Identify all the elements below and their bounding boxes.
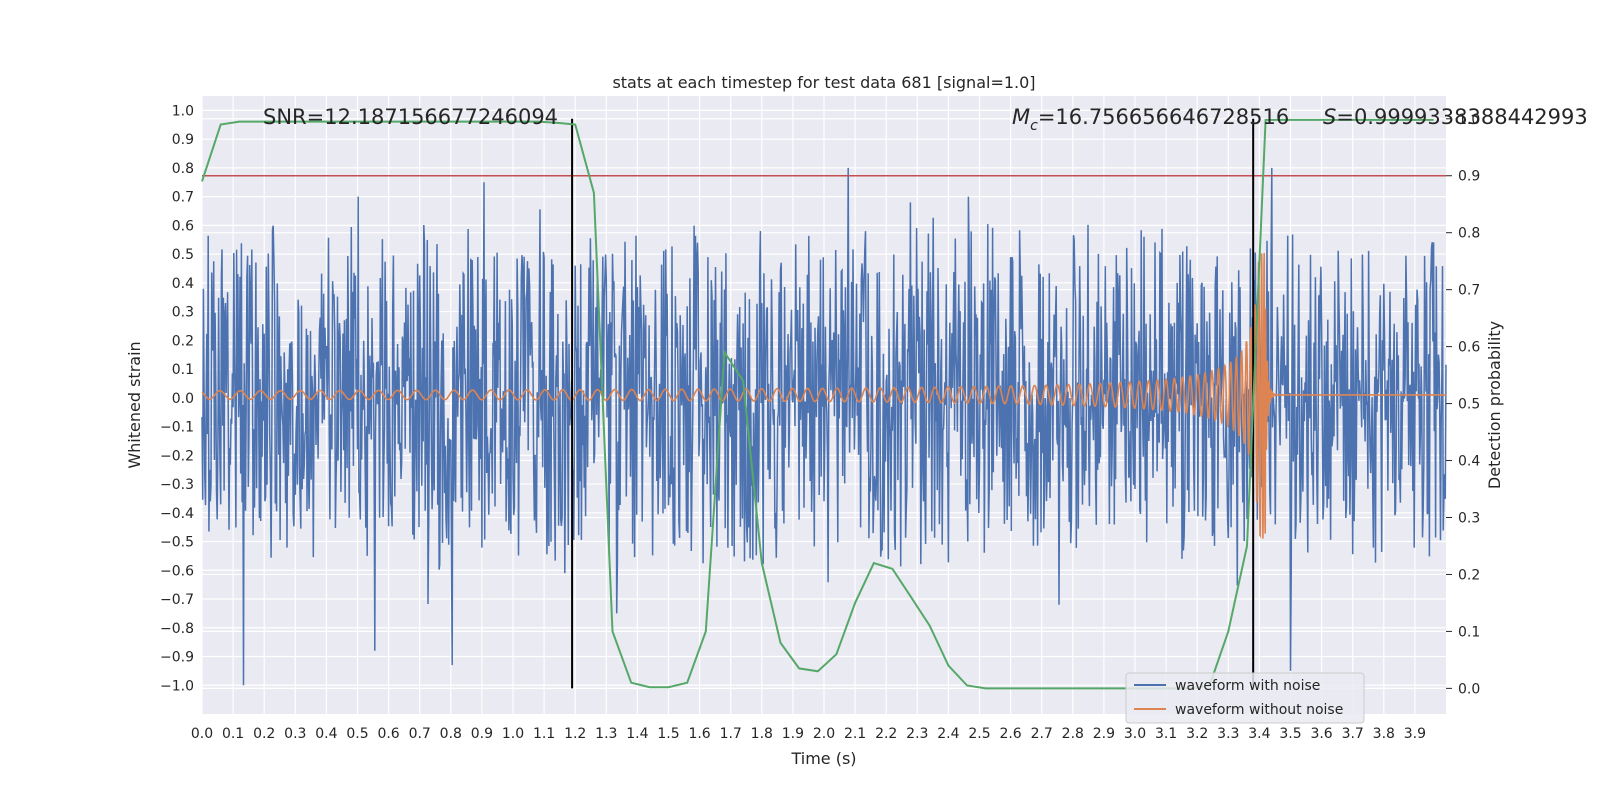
x-tick-label: 3.8	[1373, 726, 1395, 742]
x-tick-label: 3.3	[1217, 726, 1239, 742]
y2-tick-label: 0.6	[1458, 340, 1480, 356]
y-tick-label: 0.4	[172, 276, 194, 292]
y-tick-label: −0.6	[160, 563, 194, 579]
y-tick-label: −0.4	[160, 506, 194, 522]
x-tick-label: 0.6	[377, 726, 399, 742]
x-tick-label: 3.9	[1404, 726, 1426, 742]
x-tick-label: 2.5	[968, 726, 990, 742]
y-tick-label: −0.1	[160, 420, 194, 436]
y2-tick-label: 0.4	[1458, 454, 1480, 470]
legend: waveform with noise waveform without noi…	[1125, 672, 1365, 724]
x-axis-label: Time (s)	[790, 749, 856, 768]
y-tick-label: −0.8	[160, 621, 194, 637]
x-tick-label: 1.4	[626, 726, 648, 742]
x-tick-label: 3.0	[1124, 726, 1146, 742]
chirp-mass-annotation: Mc=16.756656646728516	[1012, 105, 1289, 134]
x-tick-label: 1.9	[782, 726, 804, 742]
x-tick-label: 3.5	[1279, 726, 1301, 742]
x-tick-label: 0.8	[440, 726, 462, 742]
chirp-mass-symbol: M	[1012, 105, 1030, 129]
legend-label-noisy: waveform with noise	[1175, 678, 1320, 694]
x-tick-label: 2.1	[844, 726, 866, 742]
x-tick-label: 1.2	[564, 726, 586, 742]
y-tick-label: −0.7	[160, 592, 194, 608]
x-tick-label: 0.0	[191, 726, 213, 742]
y2-axis-label: Detection probability	[1485, 321, 1504, 489]
x-tick-label: 2.9	[1093, 726, 1115, 742]
x-tick-label: 2.0	[813, 726, 835, 742]
series-line-noisy	[201, 167, 1447, 686]
x-tick-label: 1.7	[720, 726, 742, 742]
y-tick-label: −1.0	[160, 678, 194, 694]
x-tick-label: 3.4	[1248, 726, 1270, 742]
y-tick-label: 0.2	[172, 333, 194, 349]
x-tick-label: 0.7	[409, 726, 431, 742]
snr-annotation: SNR=12.187156677246094	[263, 105, 558, 129]
x-tick-label: 1.0	[502, 726, 524, 742]
x-tick-label: 3.1	[1155, 726, 1177, 742]
y-tick-label: 0.0	[172, 391, 194, 407]
y2-tick-label: 0.7	[1458, 283, 1480, 299]
x-tick-label: 3.2	[1186, 726, 1208, 742]
x-tick-label: 0.4	[315, 726, 337, 742]
x-tick-label: 1.1	[533, 726, 555, 742]
y2-tick-label: 0.0	[1458, 681, 1480, 697]
y2-tick-label: 0.1	[1458, 624, 1480, 640]
y-tick-label: 0.5	[172, 247, 194, 263]
score-symbol: S	[1323, 105, 1336, 129]
chart-title: stats at each timestep for test data 681…	[612, 73, 1035, 92]
axes: 0.0 0.1 0.2 0.3 0.4 0.5 0.6 0.7 0.8 0.9 1.0 1.1 1.2 1…	[160, 103, 1480, 742]
y-tick-label: 0.1	[172, 362, 194, 378]
y-tick-label: 0.6	[172, 218, 194, 234]
y-tick-label: −0.9	[160, 650, 194, 666]
y2-tick-label: 0.8	[1458, 226, 1480, 242]
y-tick-label: 0.3	[172, 305, 194, 321]
y-tick-label: −0.5	[160, 535, 194, 551]
x-tick-label: 2.6	[999, 726, 1021, 742]
y-tick-label: 0.8	[172, 161, 194, 177]
y-tick-label: −0.3	[160, 477, 194, 493]
x-tick-label: 2.3	[906, 726, 928, 742]
x-tick-label: 3.7	[1342, 726, 1364, 742]
y-tick-label: 0.7	[172, 190, 194, 206]
y2-tick-label: 0.3	[1458, 510, 1480, 526]
y-tick-label: −0.2	[160, 448, 194, 464]
y2-tick-label: 0.2	[1458, 567, 1480, 583]
series-line-probability	[201, 118, 1434, 690]
x-tick-label: 0.3	[284, 726, 306, 742]
x-tick-label: 0.5	[346, 726, 368, 742]
y-tick-label: 0.9	[172, 132, 194, 148]
x-tick-label: 2.7	[1031, 726, 1053, 742]
x-tick-label: 1.3	[595, 726, 617, 742]
y2-tick-label: 1.0	[1458, 112, 1480, 128]
chirp-mass-value: =16.756656646728516	[1038, 105, 1289, 129]
y2-tick-label: 0.5	[1458, 397, 1480, 413]
legend-label-clean: waveform without noise	[1175, 702, 1343, 718]
plot-area	[201, 118, 1447, 690]
y2-tick-label: 0.9	[1458, 169, 1480, 185]
x-tick-label: 3.6	[1310, 726, 1332, 742]
score-annotation: S=0.9999338388442993	[1323, 105, 1588, 129]
x-tick-label: 1.6	[688, 726, 710, 742]
x-tick-label: 2.8	[1062, 726, 1084, 742]
x-tick-label: 1.8	[751, 726, 773, 742]
x-tick-label: 0.9	[471, 726, 493, 742]
y-axis-label: Whitened strain	[125, 341, 144, 468]
x-tick-label: 0.2	[253, 726, 275, 742]
legend-box	[1125, 672, 1365, 724]
x-tick-label: 0.1	[222, 726, 244, 742]
y-tick-label: 1.0	[172, 103, 194, 119]
series-line-clean	[201, 252, 1446, 539]
chirp-mass-subscript: c	[1030, 118, 1038, 134]
score-value: =0.9999338388442993	[1336, 105, 1587, 129]
x-tick-label: 2.2	[875, 726, 897, 742]
x-tick-label: 1.5	[657, 726, 679, 742]
x-tick-label: 2.4	[937, 726, 959, 742]
